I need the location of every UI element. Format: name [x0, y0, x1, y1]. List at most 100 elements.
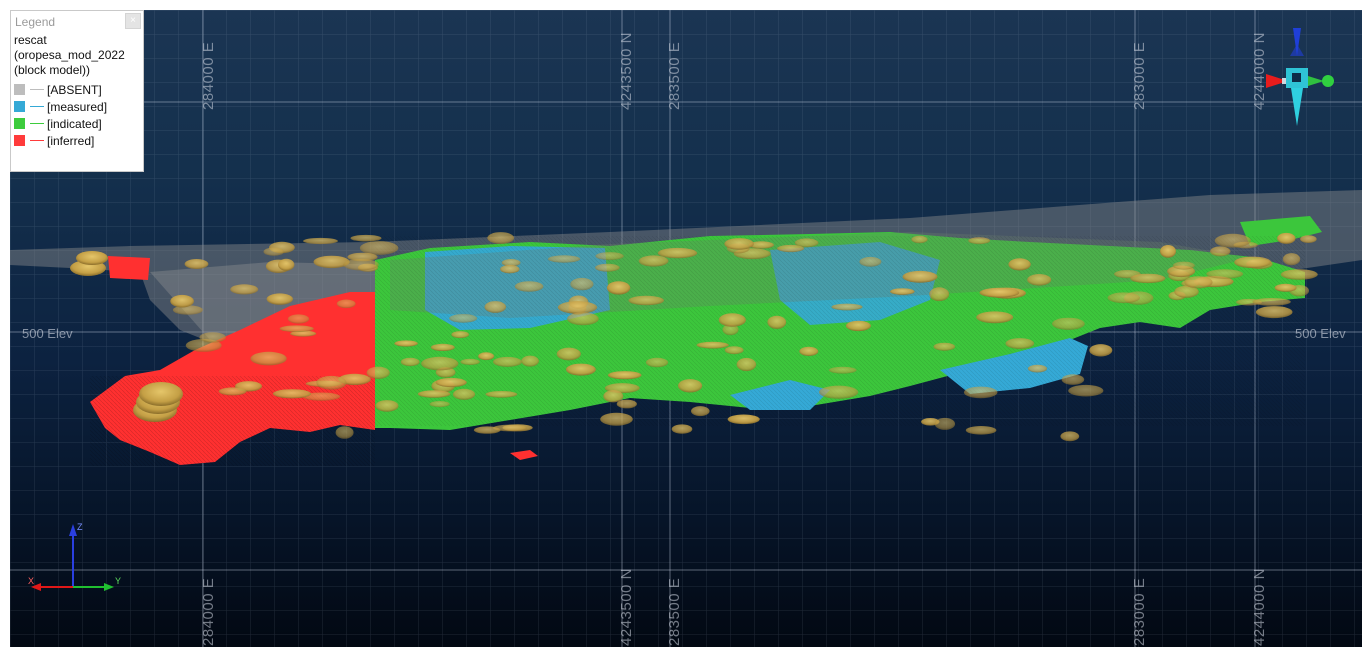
drillhole-disc: [748, 241, 774, 249]
drillhole-disc: [1061, 374, 1085, 385]
orientation-compass-icon[interactable]: [1248, 26, 1338, 126]
legend-line: [30, 106, 44, 107]
drillhole-disc: [473, 426, 501, 434]
drillhole-disc: [460, 358, 480, 365]
drillhole-disc: [547, 255, 581, 263]
drillhole-disc: [607, 371, 642, 380]
drillhole-disc: [478, 352, 495, 361]
drillhole-disc: [449, 314, 478, 323]
drillhole-disc: [347, 252, 378, 262]
legend-line: [30, 89, 44, 90]
drillhole-disc: [484, 301, 507, 313]
drillhole-disc: [911, 235, 928, 244]
grid-label-top-2: 4243500 N: [618, 32, 635, 110]
legend-item-measured: [measured]: [11, 98, 143, 115]
drillhole-disc: [1206, 269, 1244, 279]
drillhole-disc: [724, 238, 754, 250]
x-axis-label: X: [28, 576, 34, 586]
drillhole-disc: [429, 401, 450, 408]
drillhole-disc: [595, 263, 620, 272]
drillhole-disc: [501, 259, 521, 267]
drillhole-disc: [375, 400, 399, 412]
legend-line: [30, 140, 44, 141]
drillhole-disc: [777, 244, 805, 253]
drillhole-disc: [230, 284, 259, 295]
drillhole-disc: [400, 357, 420, 367]
legend-line: [30, 123, 44, 124]
drillhole-disc: [435, 377, 467, 388]
drillhole-disc: [595, 252, 624, 261]
y-axis-label: Y: [115, 576, 121, 586]
drillhole-disc: [1027, 274, 1052, 286]
drillhole-disc: [1174, 285, 1199, 298]
legend-swatch: [14, 135, 25, 146]
drillhole-disc: [1282, 253, 1301, 266]
drillhole-disc: [965, 426, 997, 435]
x-arrow: [31, 583, 41, 591]
drillhole-disc: [278, 258, 295, 271]
grid-label-top-3: 283500 E: [666, 41, 683, 110]
drillhole-disc: [493, 356, 522, 367]
drillhole-disc: [1068, 384, 1104, 397]
drillhole-disc: [929, 287, 950, 302]
drillhole-disc: [500, 265, 520, 274]
drillhole-disc: [1172, 261, 1195, 270]
legend-item-indicated: [indicated]: [11, 115, 143, 132]
3d-viewport[interactable]: 284000 E 4243500 N 283500 E 283000 E 424…: [10, 10, 1362, 647]
legend-source-type: (block model)): [14, 63, 91, 77]
drillhole-disc: [1160, 245, 1176, 258]
axis-triad-icon: Z Y X: [28, 522, 121, 591]
grid-label-bottom-5: 4244000 N: [1251, 568, 1268, 646]
drillhole-disc: [724, 346, 744, 355]
surface-overlay: [375, 232, 1305, 426]
drillhole-disc: [828, 366, 857, 374]
drillhole-disc: [1130, 273, 1166, 284]
drillhole-disc: [671, 424, 693, 434]
drillhole-disc: [1255, 306, 1293, 319]
drillhole-disc: [1027, 364, 1048, 373]
compass-east-knob: [1322, 75, 1334, 87]
drillhole-traces: [170, 232, 1318, 442]
legend-source: (oropesa_mod_2022: [14, 48, 125, 62]
grid-label-bottom-2: 4243500 N: [618, 568, 635, 646]
drillhole-disc: [570, 277, 594, 291]
drillhole-disc: [430, 343, 455, 351]
drillhole-disc: [603, 390, 624, 403]
drillhole-disc: [566, 363, 596, 376]
drillhole-disc: [1107, 292, 1141, 304]
grid-label-top-1: 284000 E: [200, 41, 217, 110]
drillhole-disc: [170, 294, 194, 308]
drillhole-disc: [1184, 276, 1213, 289]
drillhole-disc: [366, 366, 390, 379]
drillhole-disc: [1234, 256, 1272, 268]
drillhole-disc: [421, 356, 459, 371]
drillhole-disc: [218, 387, 247, 396]
legend-title: Legend: [15, 15, 56, 29]
drillhole-disc: [890, 288, 915, 295]
drillhole-collar-stack: [70, 251, 183, 422]
drillhole-disc: [485, 391, 518, 398]
legend-item-label: [inferred]: [47, 133, 95, 148]
grid-label-bottom-3: 283500 E: [666, 577, 683, 646]
drillhole-disc: [1089, 344, 1113, 357]
drillhole-disc: [727, 414, 760, 425]
grid-label-top-4: 283000 E: [1131, 41, 1148, 110]
drillhole-disc: [394, 340, 418, 347]
drillhole-disc: [487, 232, 515, 244]
drillhole-disc: [350, 234, 382, 242]
drillhole-disc: [845, 320, 871, 332]
drillhole-disc: [417, 390, 451, 398]
drillhole-disc: [290, 330, 317, 337]
drillhole-disc: [678, 379, 703, 393]
drillhole-disc: [1274, 283, 1297, 292]
legend-panel[interactable]: Legend × rescat (oropesa_mod_2022 (block…: [10, 10, 144, 172]
z-axis-label: Z: [77, 522, 83, 532]
drillhole-disc: [279, 325, 314, 333]
drillhole-disc: [831, 303, 863, 311]
legend-item-label: [indicated]: [47, 116, 102, 131]
drillhole-disc: [556, 347, 581, 361]
drillhole-disc: [313, 255, 350, 269]
legend-close-button[interactable]: ×: [125, 13, 141, 29]
drillhole-disc: [979, 287, 1020, 298]
legend-header[interactable]: Legend ×: [11, 11, 143, 33]
